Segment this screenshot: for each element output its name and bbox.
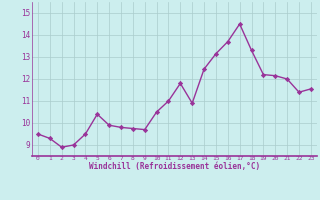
X-axis label: Windchill (Refroidissement éolien,°C): Windchill (Refroidissement éolien,°C) [89,162,260,171]
